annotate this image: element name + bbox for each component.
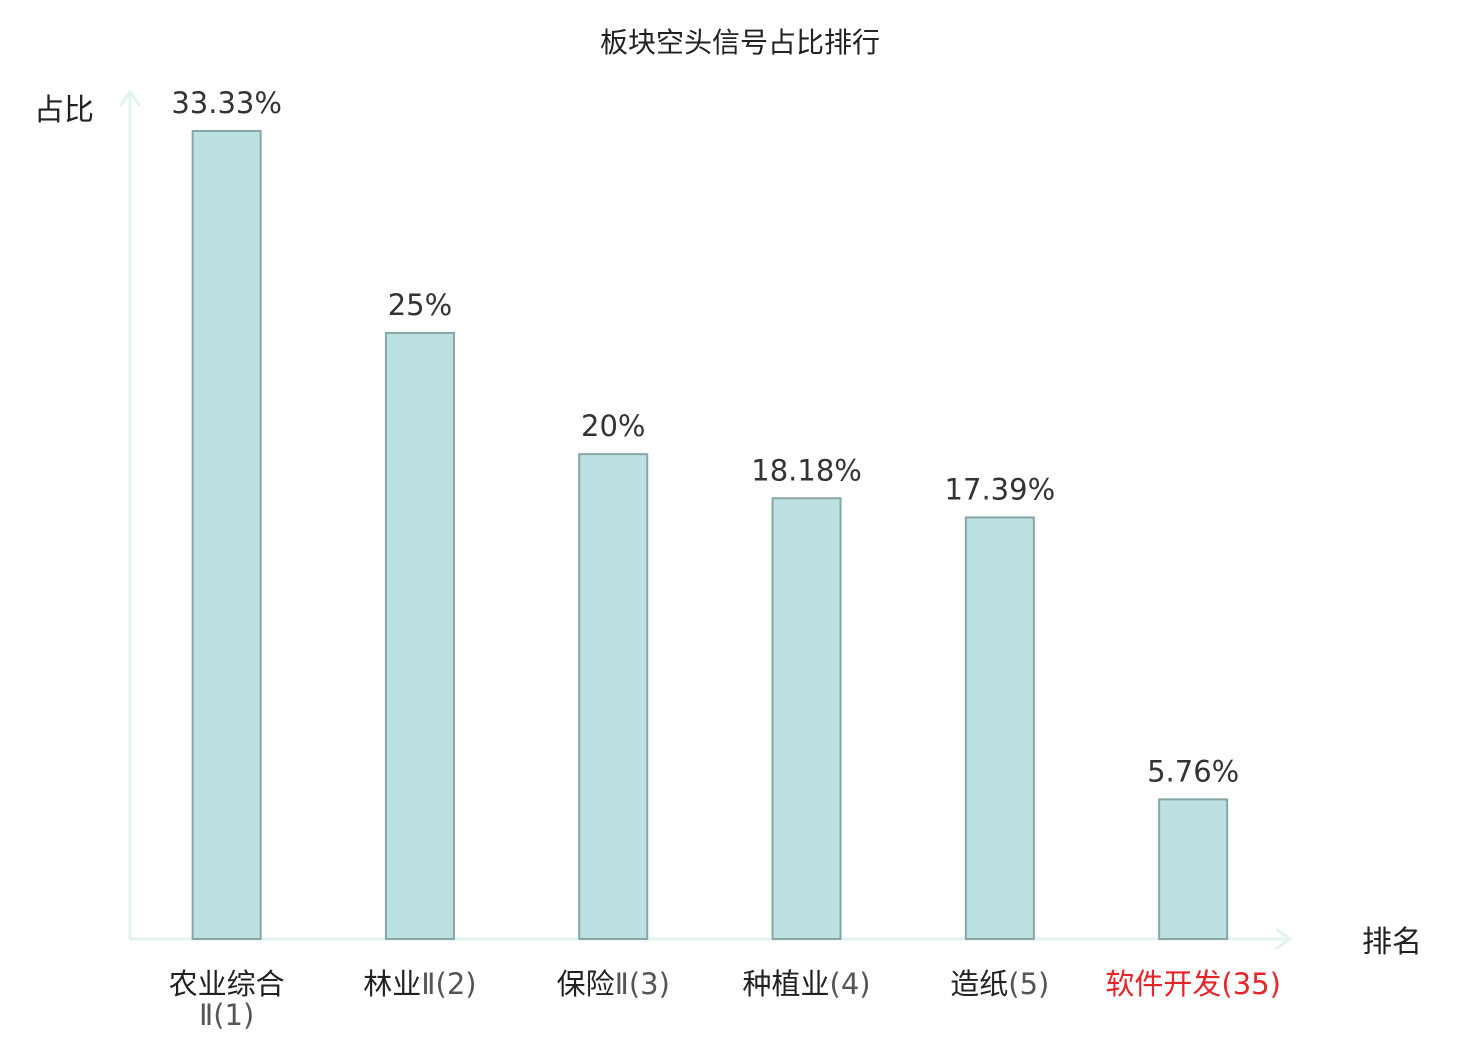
category-rank: Ⅱ(1) xyxy=(199,998,254,1032)
category-name: 林业 xyxy=(363,967,421,1001)
value-label: 5.76% xyxy=(1147,754,1239,788)
value-label: 20% xyxy=(581,409,645,443)
bars xyxy=(191,130,1229,941)
category-name: 种植业 xyxy=(742,967,829,1001)
value-label: 25% xyxy=(388,288,452,322)
category-label: 林业Ⅱ(2) xyxy=(363,967,476,1001)
bar xyxy=(578,453,649,940)
value-label: 18.18% xyxy=(751,453,862,487)
category-tick-label: 种植业(4) xyxy=(742,967,870,1001)
axes xyxy=(118,89,1293,951)
bar xyxy=(771,497,842,940)
bar xyxy=(964,516,1035,940)
bar xyxy=(1158,798,1229,941)
category-label: 种植业(4) xyxy=(742,967,870,1001)
value-labels: 33.33% 25% 20% 18.18% 17.39% 5.76% xyxy=(171,86,1239,788)
category-name: 软件开发 xyxy=(1105,967,1221,1001)
bar xyxy=(191,130,262,940)
category-label: 保险Ⅱ(3) xyxy=(557,967,670,1001)
category-name: 保险 xyxy=(557,967,615,1001)
category-name: 农业综合 xyxy=(169,967,285,1001)
category-name: 造纸 xyxy=(950,967,1008,1001)
category-tick-label: 软件开发(35) xyxy=(1105,967,1281,1001)
category-rank: (35) xyxy=(1221,967,1281,1001)
y-axis-arrow xyxy=(118,89,142,107)
bar xyxy=(384,331,455,940)
category-tick-label: 保险Ⅱ(3) xyxy=(557,967,670,1001)
category-tick-label: 造纸(5) xyxy=(950,967,1049,1001)
x-axis-arrow xyxy=(1275,927,1293,951)
chart-title: 板块空头信号占比排行 xyxy=(600,26,880,59)
y-axis-label: 占比 xyxy=(34,93,94,128)
category-label: 造纸(5) xyxy=(950,967,1049,1001)
x-axis-label: 排名 xyxy=(1362,925,1422,960)
value-label: 17.39% xyxy=(945,472,1056,506)
category-tick-label: 林业Ⅱ(2) xyxy=(363,967,476,1001)
category-label: 软件开发(35) xyxy=(1105,967,1281,1001)
category-rank: (4) xyxy=(830,967,871,1001)
category-rank: (5) xyxy=(1008,967,1049,1001)
value-label: 33.33% xyxy=(171,86,282,120)
category-rank: Ⅱ(3) xyxy=(615,967,670,1001)
category-rank: Ⅱ(2) xyxy=(421,967,476,1001)
